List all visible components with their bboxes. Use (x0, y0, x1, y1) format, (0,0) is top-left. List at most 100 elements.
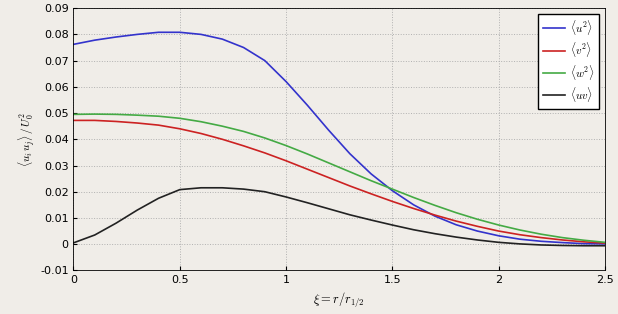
Line: $\langle uv \rangle$: $\langle uv \rangle$ (74, 188, 605, 246)
$\langle w^2 \rangle$ (389, 187, 396, 191)
$\langle uv \rangle$ (70, 241, 77, 245)
X-axis label: $\xi = r/r_{1/2}$: $\xi = r/r_{1/2}$ (313, 291, 365, 310)
$\langle w^2 \rangle$ (473, 217, 481, 221)
$\langle v^2 \rangle$ (601, 241, 609, 245)
$\langle v^2 \rangle$ (112, 120, 120, 123)
$\langle w^2 \rangle$ (346, 170, 353, 174)
$\langle uv \rangle$ (91, 233, 98, 237)
$\langle v^2 \rangle$ (219, 138, 226, 141)
$\langle v^2 \rangle$ (197, 132, 205, 135)
$\langle v^2 \rangle$ (452, 219, 460, 223)
$\langle w^2 \rangle$ (580, 238, 587, 242)
$\langle v^2 \rangle$ (155, 123, 163, 127)
$\langle w^2 \rangle$ (410, 196, 417, 199)
$\langle uv \rangle$ (538, 243, 545, 247)
$\langle w^2 \rangle$ (70, 112, 77, 116)
$\langle uv \rangle$ (473, 238, 481, 242)
$\langle u^2 \rangle$ (452, 223, 460, 227)
Line: $\langle v^2 \rangle$: $\langle v^2 \rangle$ (74, 120, 605, 243)
$\langle w^2 \rangle$ (282, 144, 290, 148)
$\langle u^2 \rangle$ (70, 42, 77, 46)
$\langle v^2 \rangle$ (282, 159, 290, 163)
$\langle u^2 \rangle$ (495, 234, 502, 238)
$\langle w^2 \rangle$ (91, 112, 98, 116)
$\langle w^2 \rangle$ (368, 179, 375, 183)
$\langle u^2 \rangle$ (325, 128, 332, 132)
$\langle w^2 \rangle$ (240, 130, 247, 133)
$\langle uv \rangle$ (133, 208, 141, 212)
$\langle uv \rangle$ (559, 244, 566, 247)
$\langle uv \rangle$ (112, 221, 120, 225)
$\langle uv \rangle$ (261, 190, 269, 194)
$\langle uv \rangle$ (219, 186, 226, 190)
$\langle u^2 \rangle$ (538, 239, 545, 243)
$\langle uv \rangle$ (516, 242, 523, 246)
$\langle u^2 \rangle$ (580, 242, 587, 246)
$\langle w^2 \rangle$ (176, 116, 184, 120)
$\langle uv \rangle$ (389, 223, 396, 227)
$\langle u^2 \rangle$ (601, 242, 609, 246)
$\langle w^2 \rangle$ (112, 112, 120, 116)
Y-axis label: $\langle u_i \, u_j \rangle \, / \, U_0^2$: $\langle u_i \, u_j \rangle \, / \, U_0^… (17, 112, 37, 167)
$\langle v^2 \rangle$ (559, 238, 566, 242)
$\langle u^2 \rangle$ (240, 46, 247, 49)
$\langle v^2 \rangle$ (516, 233, 523, 237)
$\langle u^2 \rangle$ (410, 203, 417, 207)
$\langle u^2 \rangle$ (261, 59, 269, 62)
$\langle uv \rangle$ (282, 195, 290, 199)
$\langle w^2 \rangle$ (325, 161, 332, 165)
$\langle v^2 \rangle$ (325, 176, 332, 179)
$\langle u^2 \rangle$ (431, 214, 439, 218)
$\langle uv \rangle$ (452, 235, 460, 239)
Line: $\langle w^2 \rangle$: $\langle w^2 \rangle$ (74, 114, 605, 242)
$\langle w^2 \rangle$ (431, 203, 439, 207)
$\langle uv \rangle$ (155, 196, 163, 200)
$\langle v^2 \rangle$ (473, 225, 481, 228)
$\langle uv \rangle$ (580, 244, 587, 248)
$\langle uv \rangle$ (601, 244, 609, 248)
$\langle w^2 \rangle$ (601, 241, 609, 244)
$\langle u^2 \rangle$ (346, 152, 353, 155)
$\langle uv \rangle$ (176, 188, 184, 192)
$\langle u^2 \rangle$ (112, 35, 120, 39)
$\langle w^2 \rangle$ (303, 152, 311, 156)
Line: $\langle u^2 \rangle$: $\langle u^2 \rangle$ (74, 32, 605, 244)
$\langle w^2 \rangle$ (538, 232, 545, 236)
$\langle v^2 \rangle$ (431, 213, 439, 217)
$\langle v^2 \rangle$ (368, 192, 375, 196)
$\langle v^2 \rangle$ (410, 207, 417, 210)
$\langle u^2 \rangle$ (368, 172, 375, 176)
$\langle uv \rangle$ (431, 232, 439, 236)
$\langle u^2 \rangle$ (91, 38, 98, 42)
$\langle v^2 \rangle$ (303, 167, 311, 171)
$\langle u^2 \rangle$ (389, 189, 396, 192)
$\langle uv \rangle$ (495, 241, 502, 244)
$\langle uv \rangle$ (197, 186, 205, 190)
$\langle w^2 \rangle$ (559, 236, 566, 240)
$\langle u^2 \rangle$ (155, 30, 163, 34)
$\langle u^2 \rangle$ (516, 237, 523, 241)
$\langle v^2 \rangle$ (91, 118, 98, 122)
$\langle w^2 \rangle$ (452, 211, 460, 214)
$\langle w^2 \rangle$ (133, 113, 141, 117)
$\langle w^2 \rangle$ (155, 114, 163, 118)
$\langle w^2 \rangle$ (197, 120, 205, 124)
$\langle w^2 \rangle$ (261, 136, 269, 140)
$\langle u^2 \rangle$ (282, 80, 290, 84)
$\langle v^2 \rangle$ (70, 118, 77, 122)
$\langle u^2 \rangle$ (473, 229, 481, 233)
$\langle uv \rangle$ (368, 218, 375, 222)
$\langle u^2 \rangle$ (219, 37, 226, 41)
Legend: $\langle u^2 \rangle$, $\langle v^2 \rangle$, $\langle w^2 \rangle$, $\langle uv: $\langle u^2 \rangle$, $\langle v^2 \ran… (538, 14, 599, 109)
$\langle u^2 \rangle$ (303, 103, 311, 107)
$\langle v^2 \rangle$ (495, 229, 502, 233)
$\langle w^2 \rangle$ (516, 228, 523, 232)
$\langle v^2 \rangle$ (389, 199, 396, 203)
$\langle w^2 \rangle$ (219, 124, 226, 128)
$\langle w^2 \rangle$ (495, 223, 502, 227)
$\langle uv \rangle$ (410, 228, 417, 232)
$\langle v^2 \rangle$ (176, 127, 184, 131)
$\langle u^2 \rangle$ (176, 30, 184, 34)
$\langle v^2 \rangle$ (580, 240, 587, 244)
$\langle uv \rangle$ (240, 187, 247, 191)
